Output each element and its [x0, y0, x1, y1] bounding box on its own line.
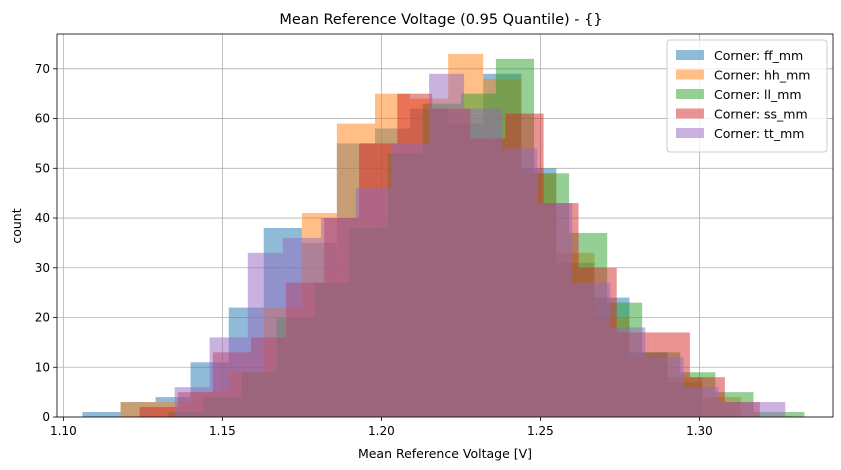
- histogram-bar: [282, 237, 321, 417]
- y-tick-label: 50: [35, 161, 50, 175]
- x-tick-label: 1.20: [368, 424, 395, 438]
- legend-swatch: [676, 108, 704, 119]
- histogram-bar: [320, 218, 356, 417]
- y-tick-label: 30: [35, 261, 50, 275]
- histogram-bar: [82, 412, 121, 417]
- y-tick-label: 20: [35, 311, 50, 325]
- y-tick-label: 10: [35, 360, 50, 374]
- x-axis-label: Mean Reference Voltage [V]: [358, 446, 532, 461]
- histogram-bar: [753, 402, 786, 417]
- legend-swatch: [676, 50, 704, 60]
- histogram-bar: [390, 143, 430, 417]
- x-tick-label: 1.25: [527, 424, 554, 438]
- histogram-bar: [464, 108, 503, 418]
- x-tick-label: 1.15: [209, 424, 236, 438]
- histogram-bar: [645, 357, 684, 417]
- x-tick-label: 1.10: [50, 424, 77, 438]
- histogram-bars: [82, 53, 805, 418]
- histogram-bar: [247, 252, 283, 417]
- series-corner-tt-mm: [174, 73, 786, 418]
- histogram-bar: [683, 387, 719, 417]
- x-axis-ticks: 1.10 1.15 1.20 1.25 1.30: [50, 417, 713, 438]
- legend-entry: Corner: ll_mm: [714, 87, 802, 102]
- legend: Corner: ff_mm Corner: hh_mm Corner: ll_mm C…: [666, 39, 828, 153]
- histogram-bar: [355, 188, 391, 417]
- chart-title: Mean Reference Voltage (0.95 Quantile) -…: [279, 12, 602, 28]
- legend-swatch: [676, 128, 704, 138]
- histogram-bar: [209, 337, 248, 417]
- legend-box: [666, 39, 828, 153]
- histogram-bar: [429, 73, 465, 417]
- y-axis-label: count: [9, 208, 24, 243]
- histogram-bar: [537, 203, 573, 417]
- legend-entry: Corner: tt_mm: [714, 126, 804, 141]
- histogram-bar: [718, 402, 754, 417]
- y-tick-label: 60: [35, 112, 50, 126]
- legend-swatch: [676, 89, 704, 99]
- legend-entry: Corner: hh_mm: [714, 68, 810, 83]
- legend-entry: Corner: ff_mm: [714, 48, 803, 63]
- histogram-bar: [174, 387, 210, 417]
- histogram-bar: [139, 407, 178, 417]
- x-tick-label: 1.30: [686, 424, 713, 438]
- legend-entry: Corner: ss_mm: [714, 107, 808, 122]
- histogram-bar: [610, 327, 646, 417]
- y-tick-label: 0: [42, 410, 50, 424]
- y-tick-label: 70: [35, 62, 50, 76]
- plot-frame: [56, 33, 834, 418]
- y-tick-label: 40: [35, 211, 50, 225]
- y-axis-ticks: 0 10 20 30 40 50 60 70: [35, 62, 57, 424]
- legend-swatch: [676, 69, 704, 80]
- histogram-bar: [572, 282, 611, 417]
- histogram-bar: [502, 148, 538, 418]
